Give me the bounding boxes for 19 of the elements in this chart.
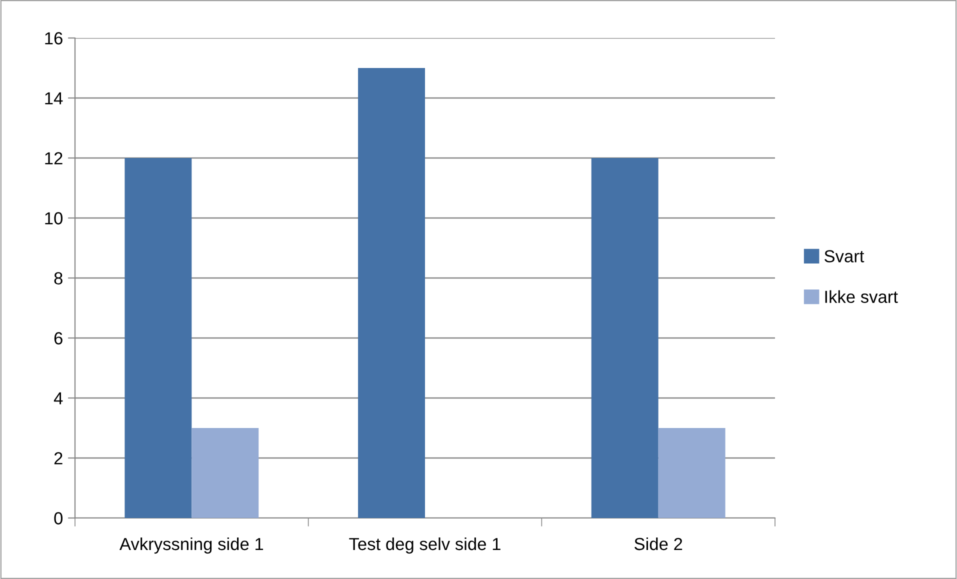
legend-label: Ikke svart [825,290,898,303]
y-tick-label: 14 [45,92,63,104]
bar [124,158,192,518]
bar [591,158,658,518]
x-tick-label: Test deg selv side 1 [349,537,500,554]
y-tick-label: 12 [45,152,62,164]
y-tick-label: 4 [54,392,63,404]
y-tick-label: 10 [45,212,63,224]
y-tick-label: 8 [54,272,62,284]
legend-label: Svart [824,250,864,262]
bar [358,68,425,518]
x-tick-label: Side 2 [634,537,682,550]
y-tick-label: 16 [45,32,62,44]
y-tick-label: 6 [54,332,62,344]
x-tick-label: Avkryssning side 1 [119,537,264,554]
y-tick-label: 0 [54,512,63,524]
bar [192,428,259,518]
bar [658,428,726,518]
y-tick-label: 2 [54,452,62,464]
